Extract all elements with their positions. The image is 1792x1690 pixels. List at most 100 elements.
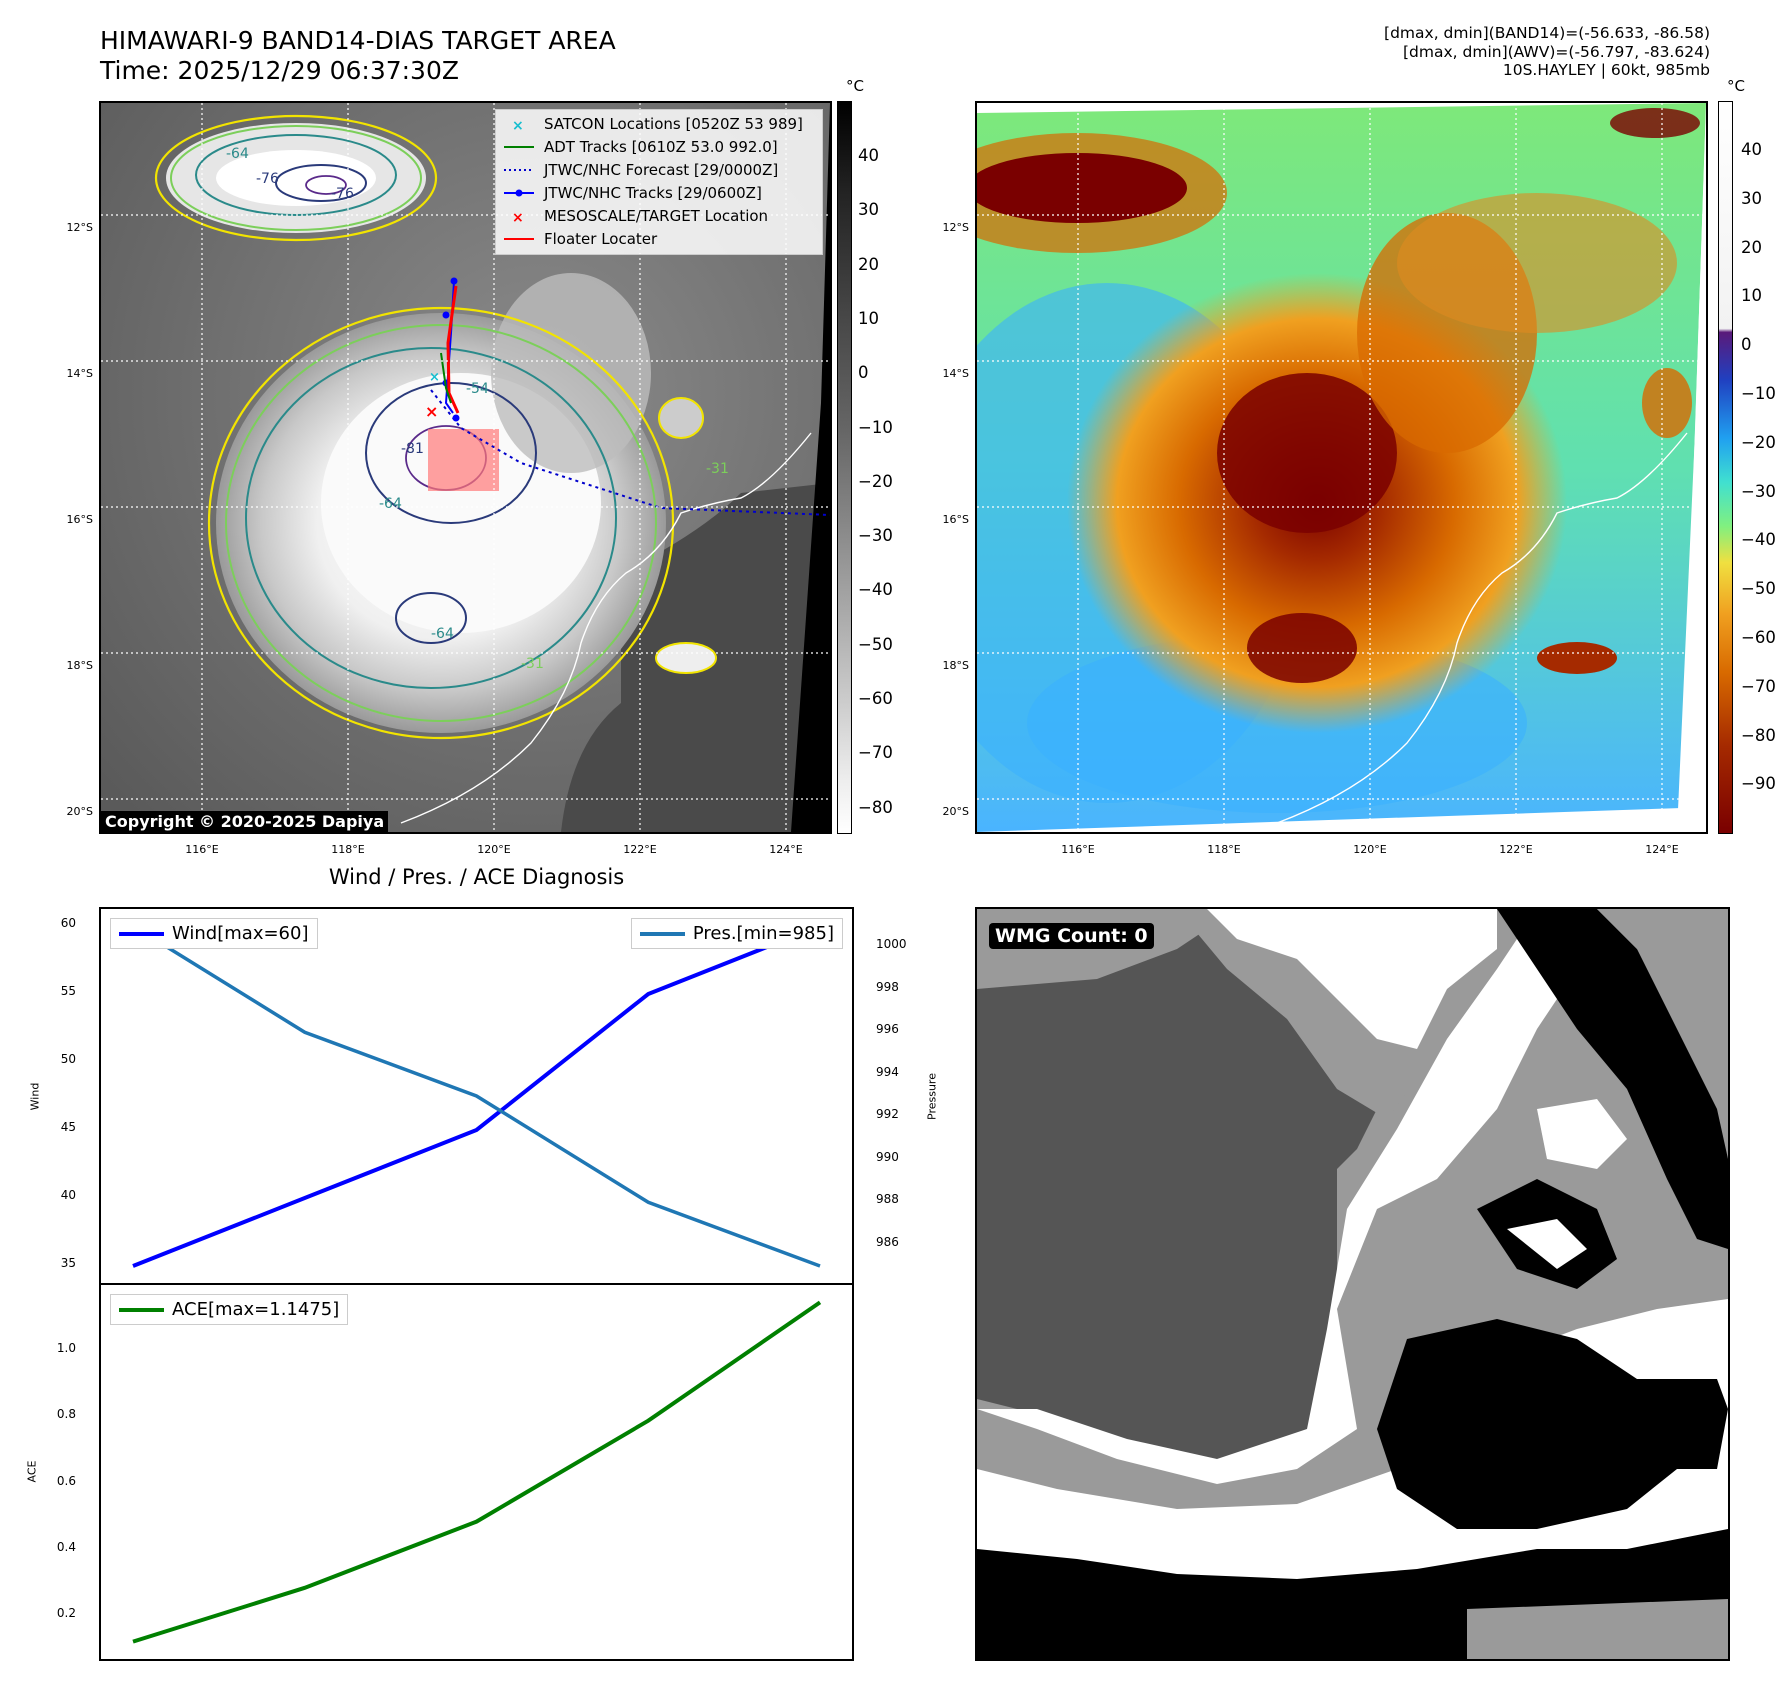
wind-tick: 45: [60, 1120, 76, 1134]
lon-label: 122°E: [623, 843, 657, 856]
colorbar-tick: −70: [858, 743, 893, 763]
ir-colorbar: [837, 101, 852, 834]
legend-label: SATCON Locations [0520Z 53 989]: [544, 115, 803, 133]
legend-item-forecast: JTWC/NHC Forecast [29/0000Z]: [496, 159, 822, 182]
lat-label: 12°S: [66, 221, 93, 234]
lat-label: 14°S: [66, 367, 93, 380]
awv-colorbar-unit: °C: [1727, 77, 1745, 95]
wind-tick: 50: [60, 1052, 76, 1066]
ace-tick: 0.4: [56, 1539, 76, 1554]
diag-line1: [dmax, dmin](BAND14)=(-56.633, -86.58): [1384, 24, 1710, 42]
legend-item-floater: Floater Locater: [496, 228, 822, 251]
wind-axis-label: Wind: [28, 1082, 42, 1111]
colorbar-tick: −40: [858, 580, 893, 600]
awv-map-image: [977, 103, 1706, 832]
colorbar-tick: −20: [858, 471, 893, 491]
colorbar-tick: −70: [1741, 676, 1776, 696]
svg-text:×: ×: [512, 210, 524, 226]
wind-legend: Wind[max=60]: [110, 918, 318, 949]
contour-label: -81: [401, 441, 424, 457]
legend-label: MESOSCALE/TARGET Location: [544, 207, 769, 225]
pressure-line: [132, 924, 821, 1268]
pressure-tick: 994: [876, 1064, 899, 1079]
legend-item-jtwc: JTWC/NHC Tracks [29/0600Z]: [496, 182, 822, 205]
figure-title-line2: Time: 2025/12/29 06:37:30Z: [100, 56, 459, 85]
colorbar-tick: 20: [1741, 237, 1762, 257]
ace-axis-label: ACE: [25, 1460, 39, 1483]
svg-text:×: ×: [429, 370, 440, 385]
legend-label: Floater Locater: [544, 230, 658, 248]
legend-label: JTWC/NHC Tracks [29/0600Z]: [544, 184, 762, 202]
pressure-tick: 1000: [876, 937, 907, 952]
awv-colorbar: [1718, 101, 1733, 834]
colorbar-tick: 10: [1741, 286, 1762, 306]
legend-label: ADT Tracks [0610Z 53.0 992.0]: [544, 138, 778, 156]
colorbar-tick: −20: [1741, 432, 1776, 452]
colorbar-tick: −80: [858, 797, 893, 817]
wind-tick: 55: [60, 984, 76, 998]
wind-pressure-chart: Wind[max=60] Pres.[min=985]: [99, 907, 854, 1284]
legend-label: JTWC/NHC Forecast [29/0000Z]: [544, 161, 779, 179]
lon-label: 124°E: [1645, 843, 1679, 856]
lon-label: 120°E: [477, 843, 511, 856]
figure-title: HIMAWARI-9 BAND14-DIAS TARGET AREA Time:…: [100, 26, 616, 86]
colorbar-tick: −60: [858, 689, 893, 708]
ir-map-panel: × × -64 -76 -76 -81 -54 -64 -64 -31 -31: [99, 101, 832, 834]
ace-chart: ACE[max=1.1475]: [99, 1283, 854, 1661]
colorbar-tick: 30: [858, 200, 879, 220]
contour-label: -76: [256, 171, 279, 187]
colorbar-tick: −30: [1741, 481, 1776, 501]
colorbar-tick: 10: [858, 308, 879, 328]
svg-text:×: ×: [425, 402, 438, 421]
pressure-tick: 986: [876, 1234, 899, 1249]
pressure-legend-label: Pres.[min=985]: [692, 923, 834, 944]
wmg-image: [977, 909, 1728, 1659]
colorbar-tick: −80: [1741, 725, 1776, 745]
colorbar-tick: 40: [1741, 140, 1762, 159]
pressure-tick: 998: [876, 979, 899, 994]
pressure-axis-label: Pressure: [925, 1073, 939, 1120]
diagnosis-title: Wind / Pres. / ACE Diagnosis: [328, 865, 625, 889]
lon-label: 116°E: [1061, 843, 1095, 856]
colorbar-tick: −10: [1741, 384, 1776, 403]
lat-label: 20°S: [66, 805, 93, 818]
map-legend: × SATCON Locations [0520Z 53 989] ADT Tra…: [495, 109, 823, 255]
copyright-label: Copyright © 2020-2025 Dapiya: [101, 811, 389, 832]
colorbar-tick: 0: [1741, 335, 1752, 355]
ace-legend-label: ACE[max=1.1475]: [172, 1299, 340, 1320]
ace-tick: 1.0: [56, 1341, 76, 1356]
ace-line: [132, 1300, 822, 1644]
figure-title-line1: HIMAWARI-9 BAND14-DIAS TARGET AREA: [100, 26, 616, 55]
pressure-tick: 988: [876, 1192, 899, 1207]
contour-label: -54: [466, 381, 489, 397]
contour-label: -76: [331, 186, 354, 202]
wind-tick: 40: [60, 1188, 76, 1202]
contour-label: -64: [226, 146, 249, 162]
ace-legend: ACE[max=1.1475]: [110, 1294, 349, 1325]
wmg-panel: WMG Count: 0: [975, 907, 1730, 1661]
ace-tick: 0.8: [56, 1407, 76, 1422]
contour-label: -64: [379, 496, 402, 512]
pressure-tick: 990: [876, 1149, 899, 1164]
colorbar-tick: 40: [858, 146, 879, 165]
colorbar-tick: −90: [1741, 774, 1776, 794]
contour-label: -31: [706, 461, 729, 477]
contour-label: -64: [431, 626, 454, 642]
lon-label: 118°E: [331, 843, 365, 856]
diag-line2: [dmax, dmin](AWV)=(-56.797, -83.624): [1403, 42, 1710, 61]
ir-colorbar-unit: °C: [846, 77, 864, 95]
colorbar-tick: −10: [858, 417, 893, 437]
lat-label: 20°S: [942, 805, 969, 818]
colorbar-tick: 0: [858, 363, 869, 383]
awv-map-panel: [975, 101, 1708, 834]
lon-label: 118°E: [1207, 843, 1241, 856]
lat-label: 12°S: [942, 221, 969, 234]
wind-legend-label: Wind[max=60]: [172, 923, 309, 944]
wind-tick: 35: [60, 1256, 76, 1270]
diagnostic-text: [dmax, dmin](BAND14)=(-56.633, -86.58) […: [1384, 24, 1710, 80]
lat-label: 18°S: [66, 659, 93, 672]
colorbar-tick: −50: [1741, 579, 1776, 599]
diag-line3: 10S.HAYLEY | 60kt, 985mb: [1502, 61, 1710, 79]
legend-item-satcon: × SATCON Locations [0520Z 53 989]: [496, 113, 822, 136]
lat-label: 16°S: [942, 513, 969, 526]
